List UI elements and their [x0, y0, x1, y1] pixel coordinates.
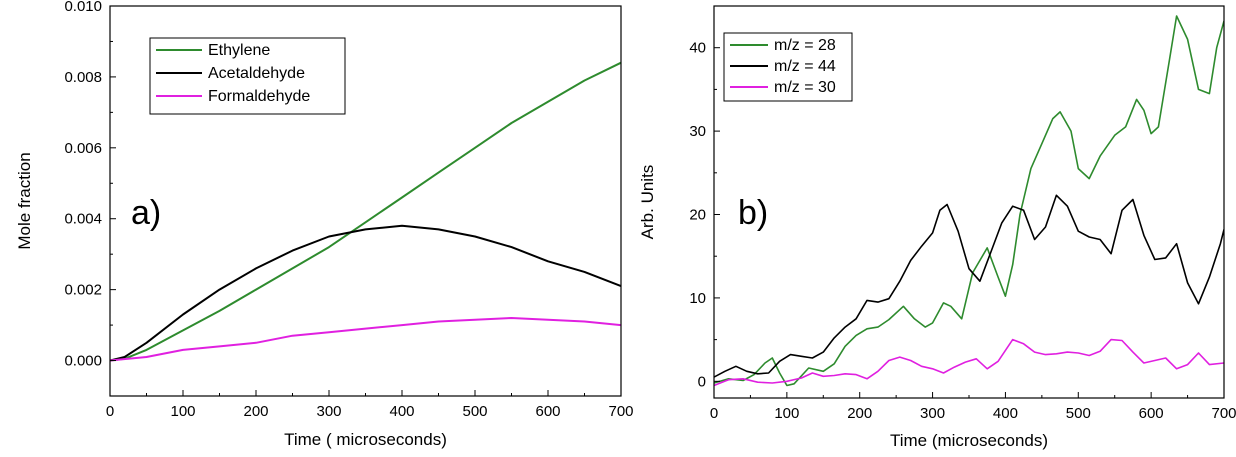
chart-1-x-tick-label: 400: [993, 405, 1018, 422]
chart-panel-a: 0 100 200 300 400 500 600 700 0.000 0.002 0.004 0.0…: [15, 0, 634, 449]
chart-0-x-tick-label: 600: [535, 403, 560, 420]
chart-1-y-axis-title: Arb. Units: [638, 165, 657, 240]
chart-0-y-tick-label: 0.000: [64, 353, 102, 370]
chart-0-x-tick-label: 500: [462, 403, 487, 420]
chart-0-y-tick-label: 0.006: [64, 140, 102, 157]
chart-0-series-line-1: [110, 224, 621, 362]
chart-1-y-tick-label: 20: [689, 207, 706, 224]
chart-0-x-tick-label: 100: [170, 403, 195, 420]
chart-0-legend-label-0: Ethylene: [208, 42, 270, 59]
chart-0-y-tick-label: 0.002: [64, 282, 102, 299]
chart-1-x-tick-label: 700: [1211, 405, 1236, 422]
chart-1-legend-label-0: m/z = 28: [774, 37, 836, 54]
chart-1-series-line-1: [714, 194, 1224, 378]
chart-1-y-tick-label: 10: [689, 290, 706, 307]
chart-1-series-line-2: [714, 338, 1224, 387]
chart-0-legend-label-1: Acetaldehyde: [208, 65, 305, 82]
chart-0-x-tick-label: 700: [608, 403, 633, 420]
chart-1-legend: m/z = 28 m/z = 44 m/z = 30: [723, 32, 853, 102]
chart-1-legend-label-2: m/z = 30: [774, 79, 836, 96]
chart-1-legend-label-1: m/z = 44: [774, 58, 836, 75]
chart-0-y-tick-label: 0.008: [64, 69, 102, 86]
chart-0-x-tick-label: 0: [106, 403, 114, 420]
chart-1-y-tick-label: 0: [698, 373, 706, 390]
chart-0-x-tick-label: 300: [316, 403, 341, 420]
chart-0-legend: Ethylene Acetaldehyde Formaldehyde: [149, 37, 346, 115]
chart-1-x-axis-title: Time (microseconds): [890, 431, 1048, 450]
chart-1-x-tick-label: 500: [1066, 405, 1091, 422]
chart-1-y-tick-label: 40: [689, 40, 706, 57]
chart-1-x-tick-label: 300: [920, 405, 945, 422]
chart-0-panel-label: a): [131, 194, 161, 232]
chart-0-y-axis-title: Mole fraction: [15, 152, 34, 249]
chart-0-series-line-2: [110, 317, 621, 362]
chart-0-series-line-0: [110, 61, 621, 362]
chart-0-x-tick-label: 400: [389, 403, 414, 420]
chart-0-legend-label-2: Formaldehyde: [208, 88, 310, 105]
chart-1-x-tick-label: 0: [710, 405, 718, 422]
chart-1-x-tick-label: 200: [847, 405, 872, 422]
chart-0-x-axis-title: Time ( microseconds): [284, 430, 447, 449]
chart-0-x-tick-label: 200: [243, 403, 268, 420]
chart-0-y-tick-label: 0.004: [64, 211, 102, 228]
chart-1-x-tick-label: 600: [1139, 405, 1164, 422]
chart-1-x-tick-label: 100: [774, 405, 799, 422]
chart-1-y-tick-label: 30: [689, 123, 706, 140]
chart-1-panel-label: b): [738, 194, 768, 232]
chart-0-y-tick-label: 0.010: [64, 0, 102, 15]
chart-panel-b: 0 100 200 300 400 500 600 700 0 10 20 30 40 Time (mic…: [638, 5, 1236, 450]
